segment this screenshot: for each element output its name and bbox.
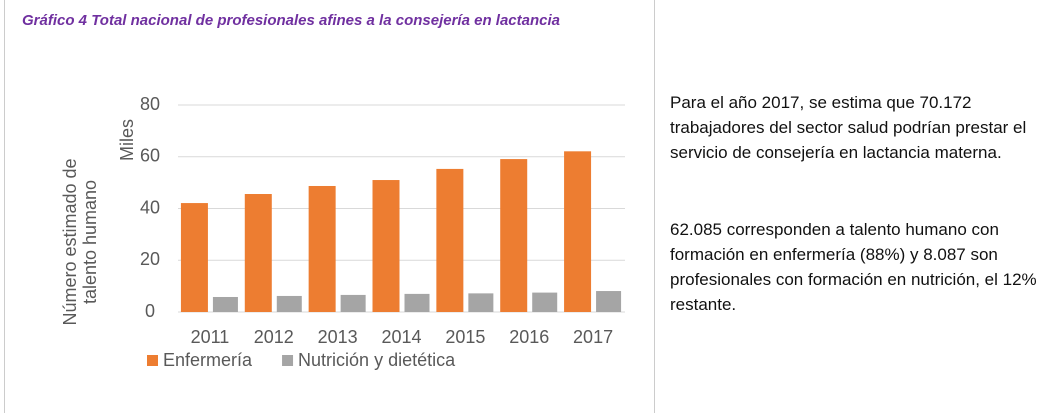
bar [436, 168, 464, 312]
x-tick-label: 2015 [445, 327, 485, 347]
bar [404, 293, 430, 312]
text-block: Para el año 2017, se estima que 70.172 t… [670, 90, 1045, 369]
x-tick-label: 2017 [573, 327, 613, 347]
bar [500, 159, 528, 312]
bar [212, 296, 238, 312]
chart-title: Gráfico 4 Total nacional de profesionale… [22, 12, 560, 29]
y-unit: Miles [117, 119, 137, 161]
y-tick-label: 40 [140, 197, 160, 217]
y-tick-label: 0 [145, 301, 155, 321]
chart-frame [4, 0, 655, 413]
bar [596, 291, 622, 312]
bar [308, 185, 336, 312]
y-tick-label: 20 [140, 249, 160, 269]
legend-label: Nutrición y dietética [298, 350, 456, 370]
x-tick-label: 2016 [509, 327, 549, 347]
bar [532, 292, 558, 312]
y-tick-label: 60 [140, 146, 160, 166]
bar [564, 151, 592, 312]
x-tick-label: 2012 [254, 327, 294, 347]
bar [340, 294, 366, 312]
bar [468, 293, 494, 312]
x-tick-label: 2013 [318, 327, 358, 347]
bar [372, 180, 400, 312]
bar [276, 295, 302, 312]
bar [180, 203, 208, 312]
paragraph: Para el año 2017, se estima que 70.172 t… [670, 93, 1027, 162]
y-tick-label: 80 [140, 94, 160, 114]
legend-swatch [282, 355, 294, 366]
legend-swatch [147, 355, 158, 366]
paragraph: 62.085 corresponden a talento humano con… [670, 220, 1037, 314]
x-tick-label: 2011 [191, 327, 230, 347]
legend-label: Enfermería [163, 350, 253, 370]
bar [244, 194, 272, 312]
chart: Miles 0 20 40 60 80 2011 2012 2013 2014 2015 2016 2… [117, 94, 625, 370]
x-tick-label: 2014 [381, 327, 421, 347]
